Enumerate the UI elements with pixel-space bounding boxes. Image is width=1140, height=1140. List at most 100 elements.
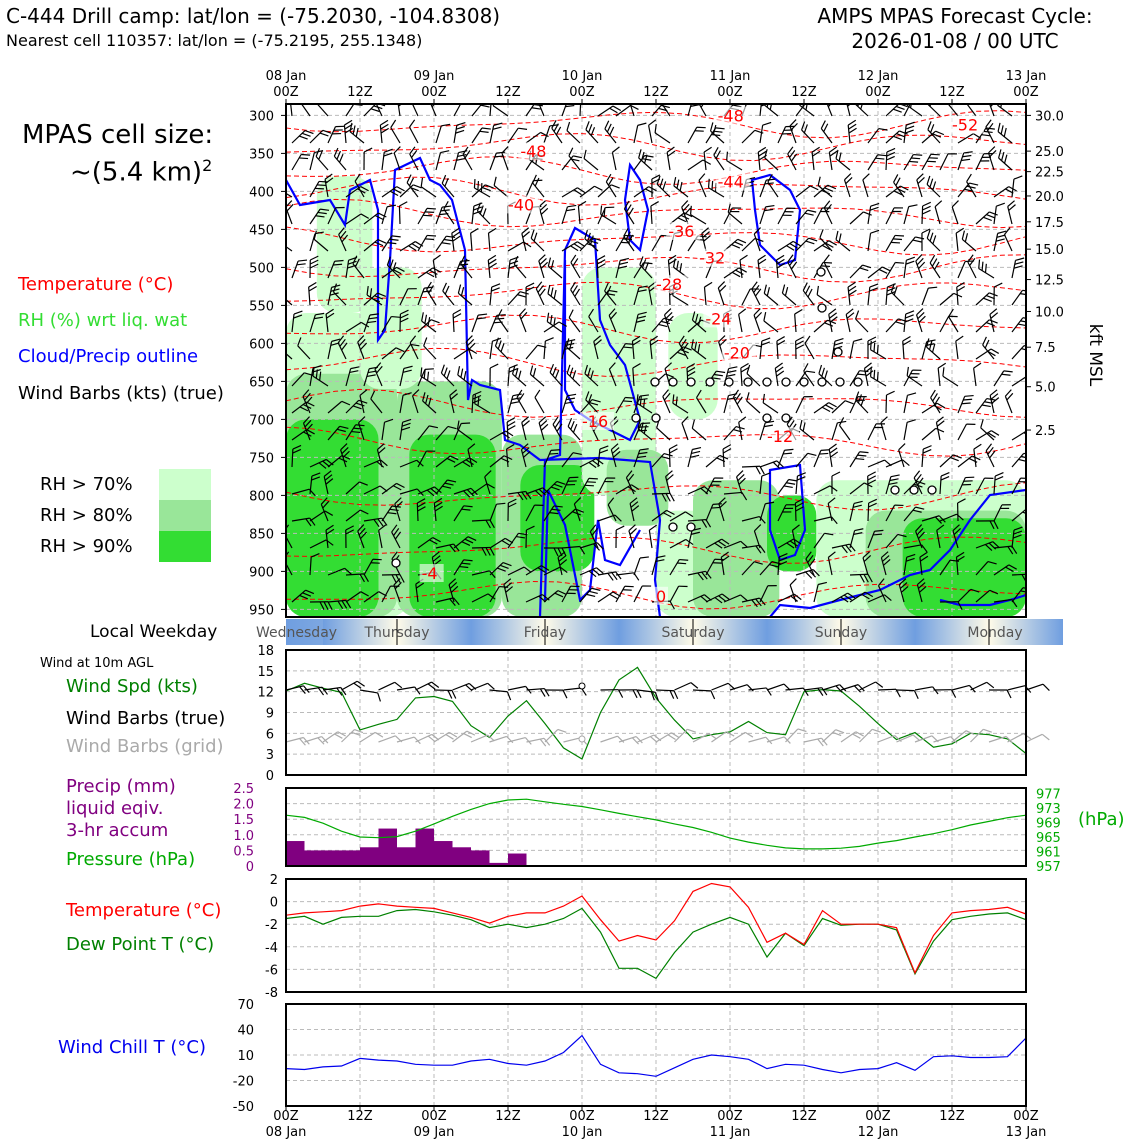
wind-barb-flag: [893, 286, 898, 296]
wind-barb-flag: [890, 283, 895, 293]
wind-barb: [381, 148, 393, 171]
bottom-hour-label: 12Z: [791, 1109, 817, 1124]
wind-barb: [341, 728, 364, 743]
wind-barb: [997, 122, 1013, 144]
wind-barb-flag: [738, 477, 746, 485]
wind-barb: [457, 284, 473, 306]
wind-barb: [880, 551, 891, 576]
wind-barb: [956, 281, 966, 306]
wind-barb-staff: [505, 449, 509, 468]
wind-barb-staff: [777, 126, 787, 144]
wind-barb: [898, 443, 906, 468]
calm-wind-circle: [816, 267, 826, 277]
wind-barb: [849, 264, 872, 279]
wind-barb-staff: [723, 207, 733, 225]
wind-barb-flag: [367, 320, 377, 324]
wind-barb-staff: [705, 504, 714, 522]
wind-barb-flag: [708, 733, 717, 740]
wind-barb-staff: [867, 154, 879, 171]
wind-barb-staff: [662, 396, 671, 414]
wind-barb-flag: [913, 470, 921, 479]
wind-barb-flag: [449, 544, 456, 553]
wind-barb-flag: [366, 286, 369, 296]
wind-barb: [651, 509, 675, 522]
wind-barb: [615, 396, 635, 414]
wind-barb-flag: [550, 449, 560, 451]
wind-barb-flag: [359, 389, 368, 396]
wind-barb-flag: [319, 371, 322, 381]
wind-barb: [507, 393, 522, 414]
wind-barb-flag: [333, 147, 339, 157]
wind-barb-staff: [608, 369, 617, 387]
wind-barb-flag: [795, 336, 804, 342]
wind-barb-flag: [893, 174, 899, 183]
wind-barb-flag: [823, 123, 829, 133]
wind-barb-staff: [803, 370, 815, 387]
wind-barb: [390, 119, 401, 144]
wind-barb-flag: [989, 319, 998, 324]
wind-barb: [345, 321, 370, 333]
wind-barb-staff: [417, 486, 435, 495]
wind-barb-flag: [809, 185, 819, 191]
wind-barb-flag: [864, 591, 874, 598]
wind-barb-flag: [636, 319, 646, 323]
wind-barb-staff: [885, 235, 896, 252]
wind-barb: [561, 104, 575, 117]
wind-barbs-grid-label: Wind Barbs (grid): [66, 736, 224, 757]
wind-barb-flag: [481, 127, 491, 130]
wind-barb-staff: [440, 372, 455, 387]
wind-barb-flag: [835, 685, 843, 693]
pressure-tick-label: 550: [249, 299, 274, 314]
temp-label-bg: [666, 222, 701, 240]
wind-barb: [396, 686, 421, 695]
wind-barb-staff: [672, 294, 689, 306]
wind-barb-flag: [757, 146, 767, 153]
wind-barb: [507, 127, 528, 144]
wind-barb-flag: [969, 257, 976, 266]
wind-barb-staff: [723, 267, 740, 279]
wind-barb: [426, 281, 437, 306]
wind-barb-flag: [641, 151, 645, 161]
legend-rh80-swatch: [159, 500, 211, 531]
wind-barb-flag: [550, 486, 560, 491]
wind-barb: [738, 416, 747, 441]
wind-barb-flag: [863, 211, 872, 216]
wind-barb: [663, 308, 674, 333]
wind-barb-flag: [738, 308, 747, 315]
wind-barb-flag: [641, 259, 647, 268]
wind-barb: [777, 593, 802, 603]
wind-barb-flag: [649, 335, 658, 342]
wind-barb-flag: [639, 556, 649, 559]
wind-barb: [705, 538, 730, 549]
wind-barb: [869, 340, 887, 360]
wind-barb-flag: [572, 423, 578, 433]
wind-barb-flag: [677, 217, 687, 223]
wind-barb-staff: [903, 260, 907, 279]
wind-barb-staff: [544, 728, 559, 743]
wind-barb-staff: [632, 367, 635, 387]
wind-barb-flag: [553, 123, 559, 132]
wind-barb-flag: [696, 126, 706, 129]
wind-barb-staff: [795, 209, 808, 225]
wind-barb-flag: [966, 185, 976, 189]
wind-barb-staff: [363, 212, 379, 225]
wind-barb-staff: [906, 105, 923, 117]
wind-barb: [781, 284, 797, 306]
wind-barb-flag: [429, 539, 438, 545]
wind-barb-flag: [331, 338, 341, 342]
wind-barb-flag: [320, 208, 330, 211]
wind-barb-flag: [870, 202, 880, 207]
wind-barb-flag: [304, 392, 311, 401]
wind-barb: [453, 559, 473, 576]
wind-barb-flag: [769, 563, 779, 568]
wind-barb-staff: [759, 422, 766, 441]
wind-barb-staff: [651, 235, 662, 252]
wind-barb: [789, 578, 797, 603]
wind-barb-flag: [625, 231, 631, 240]
wind-barb-staff: [561, 341, 568, 360]
wind-barb-flag: [784, 287, 789, 296]
wind-barb-staff: [967, 261, 977, 279]
wind-barb: [597, 514, 622, 522]
wind-barb-flag: [913, 153, 923, 156]
wind-barb-flag: [691, 339, 694, 349]
